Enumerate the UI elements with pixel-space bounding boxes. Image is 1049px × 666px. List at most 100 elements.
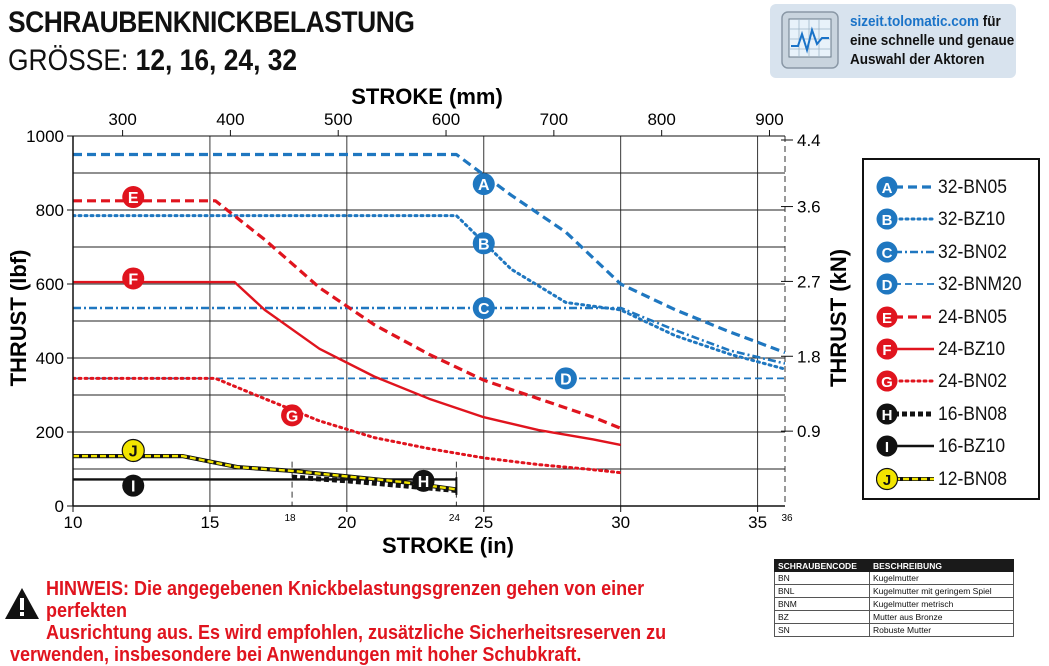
legend-item: H 16-BN08 [876,401,1036,427]
legend-item: B 32-BZ10 [876,206,1036,232]
legend-item: F 24-BZ10 [876,336,1036,362]
series-marker-label: D [560,371,572,388]
desc-cell: Kugelmutter [869,571,1014,585]
series-marker-label: J [129,444,138,461]
legend-item: A 32-BN05 [876,174,1036,200]
legend-label: 32-BN05 [938,177,1007,198]
legend-swatch: H [876,403,934,425]
note-line2: Ausrichtung aus. Es wird empfohlen, zusä… [46,622,667,644]
legend-swatch: F [876,338,934,360]
codes-header-code: SCHRAUBENCODE [774,559,870,572]
legend-marker-circle [876,306,898,328]
legend-swatch: D [876,273,934,295]
legend-marker-label: C [882,245,893,262]
promo-text: sizeit.tolomatic.com für eine schnelle u… [850,12,1014,69]
legend-marker-label: H [882,407,893,424]
series-marker-F: F [122,267,145,290]
legend-marker-circle [876,435,898,457]
series-marker-label: A [478,177,490,194]
series-line-F [73,280,621,447]
series-marker-H: H [412,469,435,492]
x-minor-tick-label: 24 [449,513,461,524]
marker-layer: A B C D E F G H I J [121,173,577,497]
legend-marker-circle [876,467,899,490]
legend-swatch: J [876,467,934,490]
table-row: BNM Kugelmutter metrisch [774,597,1014,611]
table-row: BN Kugelmutter [774,571,1014,585]
warning-icon [5,588,39,619]
legend-swatch: C [876,241,934,263]
legend-item: C 32-BN02 [876,239,1036,265]
code-cell: SN [774,623,870,637]
y-tick-label: 600 [36,275,64,294]
x-tick-label: 15 [200,513,219,532]
series-marker-label: F [128,271,138,288]
x2-tick-label: 700 [540,110,568,129]
promo-line3: Auswahl der Aktoren [850,51,985,68]
x-tick-label: 10 [64,513,83,532]
desc-cell: Kugelmutter mit geringem Spiel [869,584,1014,598]
x-tick-label: 20 [337,513,356,532]
legend-marker-label: B [882,212,893,229]
warning-note: HINWEIS: Die angegebenen Knickbelastungs… [10,578,712,666]
legend-marker-circle [876,273,898,295]
series-marker-A: A [472,173,495,196]
legend-item: G 24-BN02 [876,368,1036,394]
series-marker-circle [412,469,435,492]
size-values: 12, 16, 24, 32 [135,44,298,77]
legend-marker-label: G [881,374,893,391]
y-tick-label: 800 [36,201,64,220]
series-marker-label: I [131,479,135,496]
legend-swatch: I [876,435,934,457]
legend-marker-circle [876,370,898,392]
legend-marker-circle [876,208,898,230]
legend-item: J 12-BN08 [876,466,1036,492]
desc-cell: Robuste Mutter [869,623,1014,637]
series-marker-circle [554,367,577,390]
codes-header-row: SCHRAUBENCODE BESCHREIBUNG [774,559,1014,572]
legend-item: D 32-BNM20 [876,271,1036,297]
legend-label: 32-BN02 [938,241,1007,263]
desc-cell: Mutter aus Bronze [869,610,1014,624]
series-line-J [73,454,457,491]
series-marker-label: C [478,301,490,318]
y2-tick-label: 0.9 [797,422,821,441]
screw-code-table: SCHRAUBENCODE BESCHREIBUNG BN Kugelmutter… [774,559,1014,637]
legend-marker-label: D [882,277,893,294]
series-marker-E: E [122,186,145,209]
legend-marker-label: F [882,342,891,359]
promo-box[interactable]: sizeit.tolomatic.com für eine schnelle u… [770,4,1016,78]
series-line-E [73,199,622,430]
legend-marker-label: A [882,180,893,197]
legend-item: E 24-BN05 [876,304,1036,330]
series-marker-circle [472,232,495,255]
y2-axis-title: THRUST (kN) [826,249,851,387]
grid-layer [73,136,786,506]
series-marker-D: D [554,367,577,390]
series-marker-circle [122,186,145,209]
y2-tick-label: 2.7 [797,272,821,291]
legend-marker-circle [876,241,898,263]
legend-label: 16-BZ10 [938,436,1006,458]
series-marker-J: J [121,438,145,463]
legend-marker-circle [876,403,898,425]
x2-tick-label: 800 [647,110,675,129]
promo-text-after: für [982,13,1001,30]
x-tick-label: 35 [748,513,767,532]
series-marker-C: C [472,297,495,320]
legend-marker-label: J [883,472,891,489]
size-line: GRÖSSE: 12, 16, 24, 32 [8,44,297,78]
legend: A 32-BN05 B 32-BZ10 C 32-BN02 D 32-BNM20 E 24-BN0… [862,158,1040,500]
desc-cell: Kugelmutter metrisch [869,597,1014,611]
series-line-A [73,152,785,354]
legend-marker-label: E [882,310,892,327]
code-cell: BN [774,571,870,585]
legend-label: 32-BNM20 [938,274,1022,296]
legend-label: 24-BN02 [938,371,1007,393]
promo-url[interactable]: sizeit.tolomatic.com [850,13,980,30]
series-line-G [73,376,623,475]
series-marker-circle [472,173,495,196]
series-marker-label: G [286,408,298,425]
x2-tick-label: 900 [755,110,783,129]
table-row: BZ Mutter aus Bronze [774,610,1014,624]
